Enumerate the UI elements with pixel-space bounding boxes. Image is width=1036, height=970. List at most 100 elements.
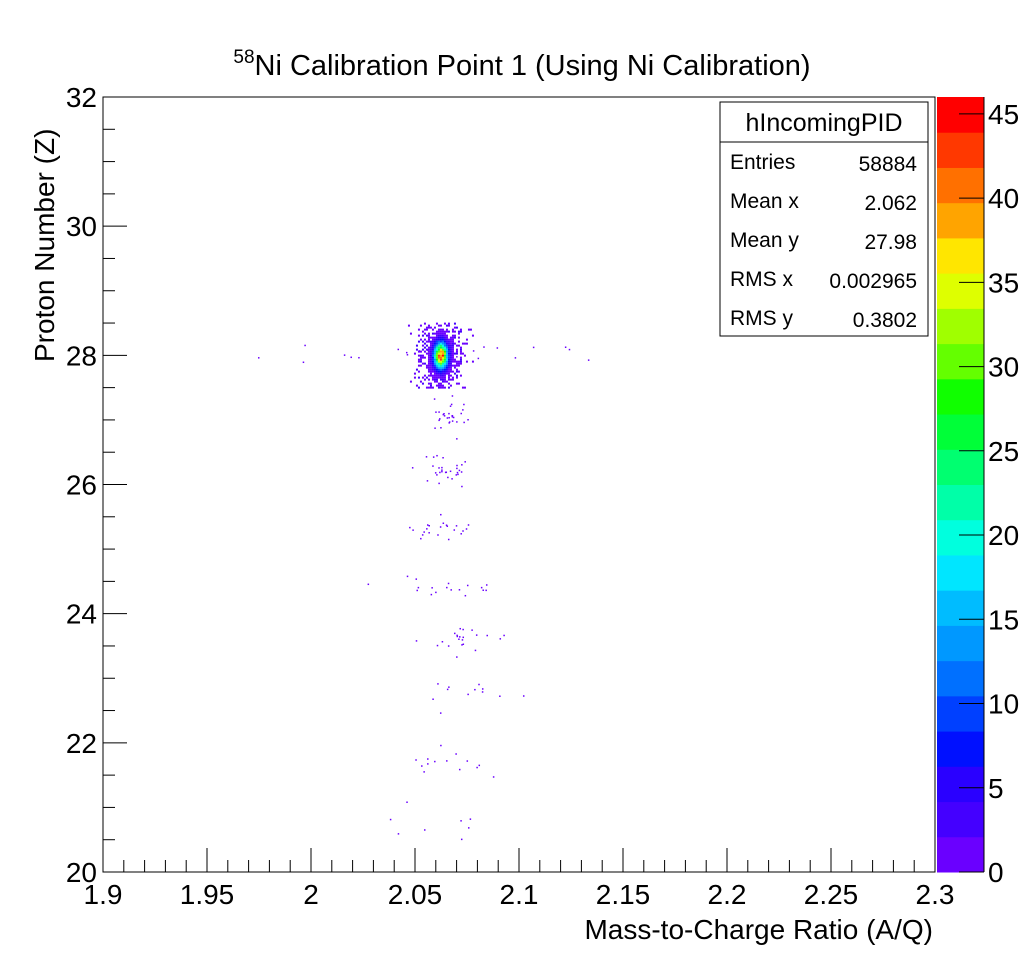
histogram-bin — [460, 533, 462, 535]
histogram-bin — [439, 471, 441, 474]
histogram-bin — [419, 358, 422, 361]
histogram-bin — [421, 765, 423, 767]
histogram-bin — [443, 360, 446, 363]
histogram-bin — [435, 358, 438, 361]
histogram-bin — [455, 360, 458, 363]
histogram-bin — [431, 587, 433, 589]
histogram-bin — [425, 366, 428, 369]
histogram-bin — [445, 336, 448, 339]
color-scale-band — [937, 836, 984, 873]
histogram-bin — [429, 362, 432, 365]
histogram-bin — [437, 350, 440, 353]
histogram-bin — [439, 344, 442, 347]
histogram-bin — [458, 638, 460, 640]
histogram-bin — [451, 350, 454, 353]
histogram-bin — [443, 358, 446, 361]
histogram-bin — [437, 374, 440, 377]
histogram-bin — [439, 372, 442, 375]
histogram-bin — [458, 469, 461, 472]
histogram-bin — [417, 334, 420, 337]
histogram-bin — [446, 417, 449, 419]
histogram-bin — [419, 350, 422, 353]
histogram-bin — [486, 634, 488, 637]
histogram-bin — [441, 338, 444, 341]
histogram-bin — [441, 350, 444, 353]
histogram-bin — [427, 763, 429, 765]
histogram-bin — [447, 376, 450, 379]
histogram-bin — [492, 776, 495, 778]
histogram-bin — [437, 354, 440, 357]
histogram-bin — [443, 376, 446, 379]
histogram-bin — [441, 362, 444, 365]
histogram-bin — [439, 366, 442, 369]
histogram-bin — [435, 336, 438, 339]
color-scale-label: 40 — [988, 183, 1019, 214]
histogram-bin — [449, 336, 452, 339]
histogram-bin — [443, 378, 446, 381]
histogram-bin — [448, 422, 450, 424]
histogram-bin — [429, 354, 432, 357]
histogram-bin — [433, 378, 436, 381]
histogram-bin — [435, 384, 438, 387]
histogram-bin — [412, 529, 414, 531]
histogram-bin — [427, 332, 430, 335]
histogram-bin — [436, 454, 438, 457]
histogram-bin — [455, 474, 458, 476]
histogram-bin — [456, 634, 458, 637]
histogram-bin — [429, 366, 432, 369]
histogram-bin — [437, 346, 440, 349]
color-scale-band — [937, 731, 984, 767]
histogram-bin — [445, 346, 448, 349]
histogram-bin — [437, 360, 440, 363]
histogram-bin — [413, 376, 416, 379]
histogram-bin — [433, 356, 436, 359]
histogram-bin — [423, 322, 426, 325]
histogram-bin — [435, 376, 438, 379]
histogram-bin — [472, 350, 475, 352]
histogram-bin — [439, 328, 442, 331]
histogram-bin — [431, 344, 434, 347]
y-tick-label: 24 — [66, 599, 97, 630]
histogram-bin — [457, 332, 460, 335]
histogram-bin — [367, 583, 370, 586]
histogram-bin — [440, 744, 442, 747]
histogram-bin — [449, 350, 452, 353]
histogram-bin — [429, 370, 432, 373]
histogram-bin — [435, 362, 438, 365]
histogram-bin — [447, 360, 450, 363]
histogram-bin — [437, 348, 440, 351]
histogram-bin — [445, 370, 448, 373]
histogram-bin — [451, 364, 454, 367]
histogram-bin — [427, 364, 430, 367]
histogram-bin — [441, 346, 444, 349]
histogram-bin — [425, 364, 428, 367]
histogram-bin — [427, 348, 430, 351]
histogram-bin — [419, 360, 422, 363]
histogram-bin — [455, 364, 458, 367]
histogram-bin — [441, 641, 444, 643]
histogram-bin — [471, 360, 474, 363]
histogram-bin — [453, 326, 456, 329]
histogram-bin — [415, 344, 418, 347]
histogram-bin — [443, 372, 446, 375]
histogram-bin — [449, 338, 452, 341]
histogram-bin — [459, 346, 462, 349]
histogram-bin — [421, 330, 424, 333]
color-scale-band — [937, 308, 984, 345]
histogram-bin — [587, 359, 590, 361]
histogram-bin — [447, 348, 450, 351]
histogram-bin — [435, 364, 438, 367]
histogram-bin — [466, 584, 469, 587]
histogram-bin — [463, 403, 465, 406]
histogram-bin — [427, 338, 430, 341]
histogram-bin — [438, 411, 440, 413]
histogram-bin — [443, 354, 446, 357]
histogram-bin — [425, 334, 428, 337]
histogram-bin — [449, 370, 452, 373]
histogram-bin — [427, 346, 430, 349]
histogram-bin — [448, 416, 450, 419]
histogram-bin — [439, 384, 442, 387]
histogram-bin — [417, 370, 420, 373]
histogram-bin — [428, 532, 430, 534]
histogram-bin — [433, 360, 436, 363]
